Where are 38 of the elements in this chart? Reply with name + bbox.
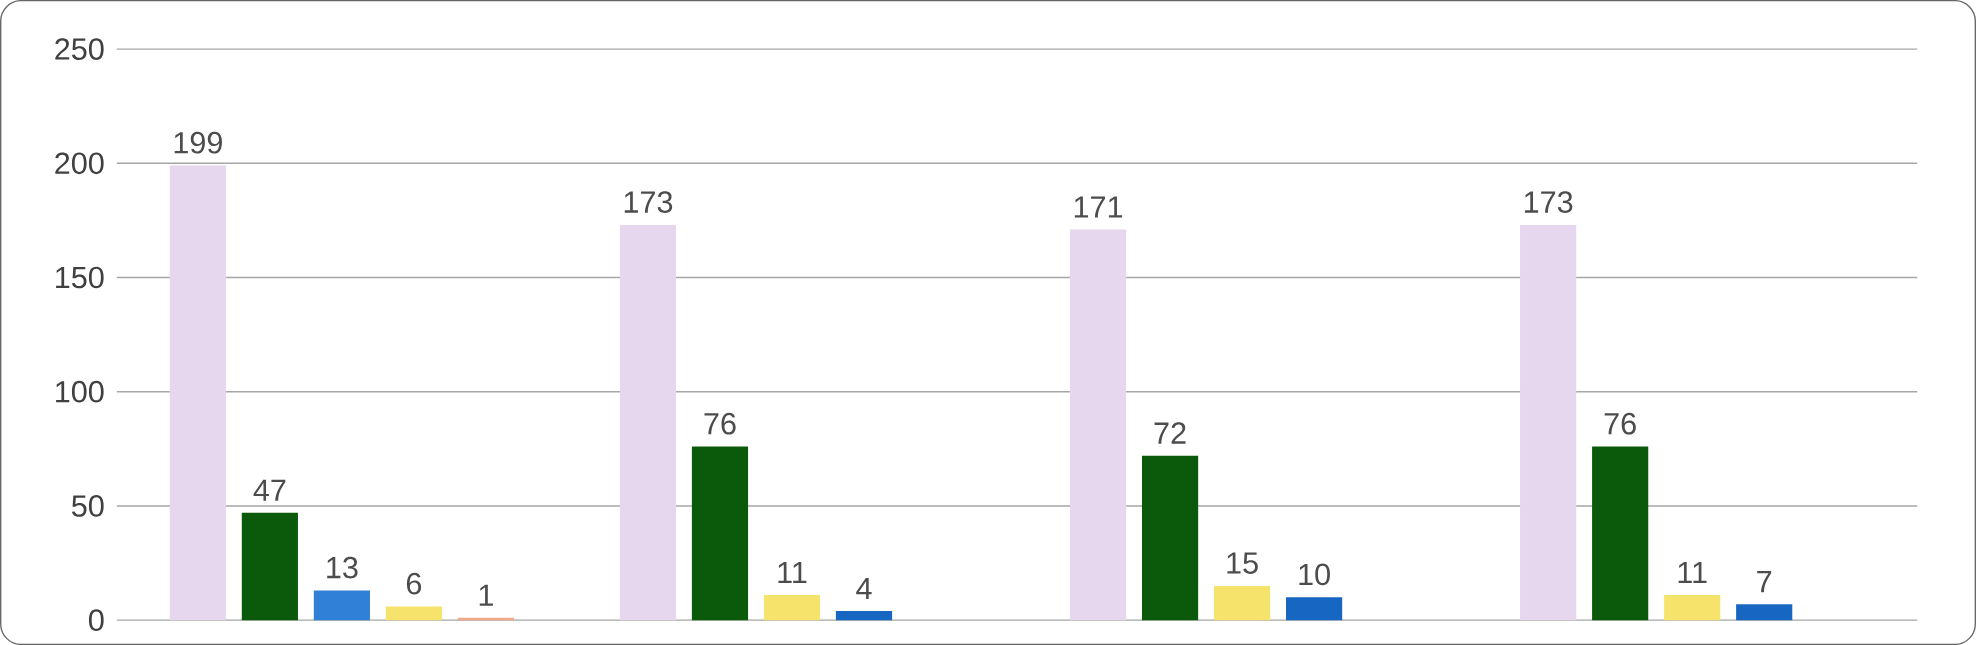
data-label: 173 [1524, 191, 1573, 213]
bar [1520, 224, 1577, 621]
data-label: 199 [174, 131, 222, 154]
y-tick-label: 100 [56, 380, 104, 403]
data-label: 4 [856, 577, 872, 599]
bar [1141, 455, 1199, 621]
data-label: 15 [1227, 552, 1258, 574]
bar [835, 611, 893, 621]
y-tick-label: 250 [55, 38, 104, 60]
data-label: 72 [1154, 422, 1186, 444]
data-label: 11 [1678, 561, 1707, 583]
bar [169, 165, 226, 621]
data-label: 10 [1299, 563, 1330, 586]
data-label: 171 [1074, 196, 1123, 218]
bar [1069, 229, 1127, 621]
y-tick-label: 150 [56, 266, 104, 289]
y-tick-label: 0 [88, 609, 104, 631]
data-label: 7 [1757, 571, 1772, 593]
data-label: 13 [327, 556, 358, 579]
y-tick-label: 200 [55, 152, 104, 175]
data-label: 76 [704, 412, 736, 435]
bar [1736, 604, 1793, 621]
bar [313, 590, 370, 621]
data-label: 173 [624, 191, 673, 213]
bar [763, 595, 821, 621]
bar [619, 224, 677, 621]
bar [1214, 585, 1271, 621]
y-tick-label: 50 [72, 495, 104, 517]
data-label: 76 [1604, 412, 1636, 435]
bar [241, 512, 298, 621]
bar [1592, 446, 1649, 621]
data-label: 6 [406, 572, 422, 595]
data-label: 11 [778, 561, 807, 583]
data-label: 47 [253, 479, 286, 501]
data-label: 1 [479, 584, 493, 606]
bar [691, 446, 749, 621]
bar [1286, 597, 1343, 621]
bar [1664, 595, 1721, 621]
